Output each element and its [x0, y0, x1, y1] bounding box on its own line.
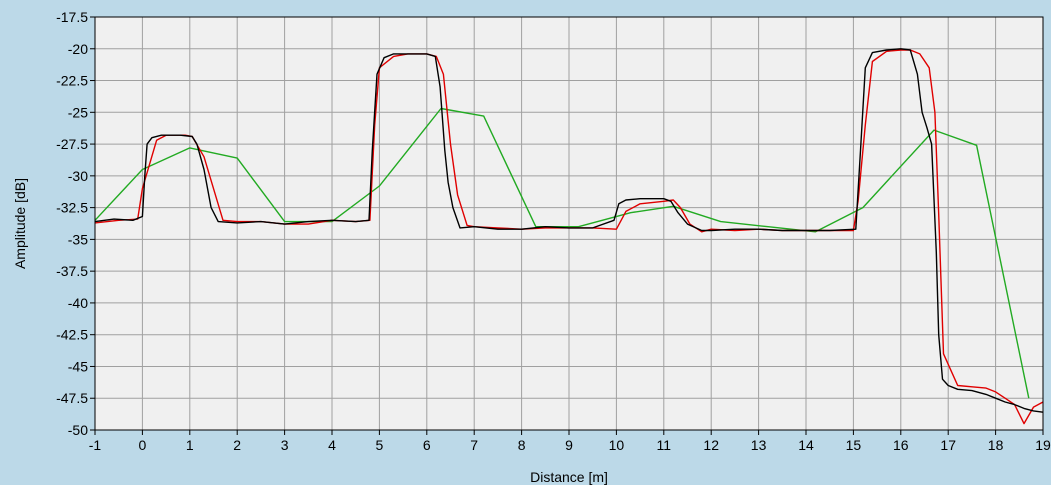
x-tick-label: 19 [1035, 437, 1051, 453]
x-tick-label: -1 [89, 437, 102, 453]
y-tick-label: -25 [68, 104, 88, 120]
series-layer [94, 48, 1044, 425]
x-tick-label: 8 [518, 437, 526, 453]
x-axis: -1 0 1 2 3 4 5 6 7 8 9 10 11 12 13 14 15 16 17 18 19 [89, 430, 1051, 453]
y-tick-label: -50 [68, 422, 88, 438]
y-tick-label: -20 [68, 41, 88, 57]
x-tick-label: 7 [470, 437, 478, 453]
plot-border [94, 16, 1044, 431]
x-tick-label: 4 [328, 437, 336, 453]
x-tick-label: 15 [846, 437, 862, 453]
y-tick-label: -30 [68, 168, 88, 184]
x-tick-label: 10 [609, 437, 625, 453]
y-tick-label: -32.5 [56, 200, 88, 216]
x-tick-label: 17 [940, 437, 956, 453]
y-tick-label: -40 [68, 295, 88, 311]
y-tick-label: -42.5 [56, 327, 88, 343]
x-tick-label: 2 [233, 437, 241, 453]
y-tick-label: -37.5 [56, 263, 88, 279]
y-tick-label: -35 [68, 231, 88, 247]
x-tick-label: 16 [893, 437, 909, 453]
x-axis-title: Distance [m] [530, 469, 608, 485]
x-tick-label: 12 [703, 437, 719, 453]
y-axis-title: Amplitude [dB] [12, 178, 28, 269]
x-tick-label: 9 [565, 437, 573, 453]
x-tick-label: 1 [186, 437, 194, 453]
x-tick-label: 5 [376, 437, 384, 453]
y-tick-label: -45 [68, 358, 88, 374]
y-tick-label: -27.5 [56, 136, 88, 152]
y-tick-label: -17.5 [56, 9, 88, 25]
x-tick-label: 13 [751, 437, 767, 453]
y-tick-label: -47.5 [56, 390, 88, 406]
x-tick-label: 18 [988, 437, 1004, 453]
x-tick-label: 6 [423, 437, 431, 453]
series-line-1 [94, 49, 1044, 425]
x-tick-label: 3 [281, 437, 289, 453]
x-tick-label: 0 [139, 437, 147, 453]
series-line-0 [94, 48, 1044, 413]
x-tick-label: 14 [798, 437, 814, 453]
y-axis: -17.5 -20 -22.5 -25 -27.5 -30 -32.5 -35 -37.5 -40… [56, 9, 95, 438]
x-tick-label: 11 [657, 437, 672, 453]
y-tick-label: -22.5 [56, 73, 88, 89]
